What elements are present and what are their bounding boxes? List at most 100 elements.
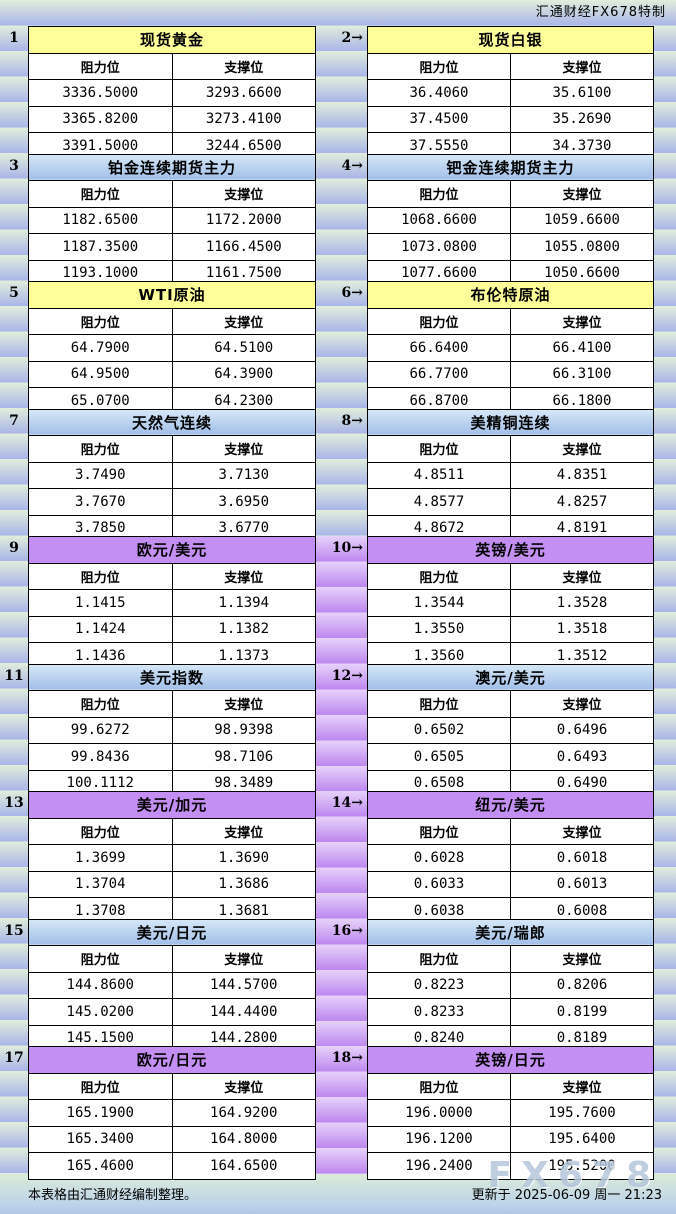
left-index-gutter: 3 xyxy=(0,154,28,282)
level-row-1: 1068.6600 1059.6600 xyxy=(367,206,654,234)
section-number: 14→ xyxy=(331,795,363,811)
resistance-value: 0.8233 xyxy=(367,998,511,1026)
support-value: 3.6950 xyxy=(171,488,316,516)
resistance-value: 196.0000 xyxy=(367,1099,511,1127)
support-header: 支撑位 xyxy=(510,52,654,80)
topbar: 汇通财经FX678特制 xyxy=(0,0,676,26)
level-row-2: 0.6033 0.6013 xyxy=(367,870,654,898)
level-row-2: 99.8436 98.7106 xyxy=(28,743,316,771)
section-number: 1 xyxy=(9,30,19,46)
right-margin xyxy=(654,664,676,792)
panel-title-row: 现货白银 xyxy=(367,26,654,54)
panel-title: 欧元/美元 xyxy=(28,536,316,564)
level-row-2: 1073.0800 1055.0800 xyxy=(367,233,654,261)
instrument-panel: 美元指数 阻力位 支撑位 99.6272 98.9398 99.8436 98.… xyxy=(28,663,316,797)
level-row-2: 37.4500 35.2690 xyxy=(367,105,654,133)
right-margin xyxy=(654,791,676,919)
resistance-value: 4.8511 xyxy=(367,461,511,489)
level-row-3: 165.4600 164.6500 xyxy=(28,1152,316,1180)
support-value: 0.6013 xyxy=(510,870,654,898)
panel-header-row: 阻力位 支撑位 xyxy=(367,307,654,335)
resistance-header: 阻力位 xyxy=(367,52,511,80)
section-number: 7 xyxy=(9,412,19,429)
support-value: 0.6018 xyxy=(510,844,654,872)
section-number: 6→ xyxy=(341,285,363,301)
right-panel-slot: 现货白银 阻力位 支撑位 36.4060 35.6100 37.4500 35.… xyxy=(367,26,654,160)
support-value: 1.1382 xyxy=(171,615,316,643)
instrument-panel: 布伦特原油 阻力位 支撑位 66.6400 66.4100 66.7700 66… xyxy=(367,281,654,415)
right-panel-slot: 纽元/美元 阻力位 支撑位 0.6028 0.6018 0.6033 0.601… xyxy=(367,791,654,925)
support-value: 35.2690 xyxy=(510,105,654,133)
resistance-value: 1.3544 xyxy=(367,589,511,617)
left-panel-slot: 欧元/美元 阻力位 支撑位 1.1415 1.1394 1.1424 1.138… xyxy=(28,536,316,670)
right-panel-slot: 美元/瑞郎 阻力位 支撑位 0.8223 0.8206 0.8233 0.819… xyxy=(367,918,654,1052)
support-header: 支撑位 xyxy=(171,690,316,718)
level-row-1: 1.3544 1.3528 xyxy=(367,589,654,617)
support-header: 支撑位 xyxy=(510,435,654,463)
instrument-panel: 美元/瑞郎 阻力位 支撑位 0.8223 0.8206 0.8233 0.819… xyxy=(367,918,654,1052)
support-header: 支撑位 xyxy=(510,817,654,845)
panel-header-row: 阻力位 支撑位 xyxy=(367,52,654,80)
right-panel-slot: 钯金连续期货主力 阻力位 支撑位 1068.6600 1059.6600 107… xyxy=(367,153,654,287)
right-margin xyxy=(654,919,676,1047)
support-value: 1.3690 xyxy=(171,844,316,872)
support-value: 195.5200 xyxy=(510,1152,654,1180)
panel-title: 美元/日元 xyxy=(28,918,316,946)
support-header: 支撑位 xyxy=(171,945,316,973)
section-number: 15 xyxy=(4,922,24,939)
footer-note: 本表格由汇通财经编制整理。 xyxy=(28,1188,198,1204)
resistance-value: 66.7700 xyxy=(367,360,511,388)
support-value: 35.6100 xyxy=(510,79,654,107)
resistance-header: 阻力位 xyxy=(367,690,511,718)
resistance-value: 1.3704 xyxy=(28,870,173,898)
left-index-gutter: 9 xyxy=(0,536,28,664)
resistance-header: 阻力位 xyxy=(28,945,173,973)
instrument-panel: 美元/加元 阻力位 支撑位 1.3699 1.3690 1.3704 1.368… xyxy=(28,791,316,925)
level-row-2: 0.8233 0.8199 xyxy=(367,998,654,1026)
resistance-value: 1.1424 xyxy=(28,615,173,643)
level-row-1: 3.7490 3.7130 xyxy=(28,461,316,489)
middle-index-gutter: 16→ xyxy=(316,918,367,1046)
section-number: 18→ xyxy=(331,1050,363,1066)
resistance-value: 1182.6500 xyxy=(28,206,173,234)
level-row-1: 1.3699 1.3690 xyxy=(28,844,316,872)
panel-header-row: 阻力位 支撑位 xyxy=(367,1072,654,1100)
support-value: 66.4100 xyxy=(510,334,654,362)
panel-title: 布伦特原油 xyxy=(367,281,654,309)
resistance-value: 196.1200 xyxy=(367,1125,511,1153)
support-header: 支撑位 xyxy=(171,1072,316,1100)
resistance-header: 阻力位 xyxy=(28,817,173,845)
support-value: 4.8257 xyxy=(510,488,654,516)
right-panel-slot: 英镑/日元 阻力位 支撑位 196.0000 195.7600 196.1200… xyxy=(367,1046,654,1180)
section-row: 5 WTI原油 阻力位 支撑位 64.7900 64.5100 64.9500 … xyxy=(0,281,676,415)
instrument-panel: 英镑/日元 阻力位 支撑位 196.0000 195.7600 196.1200… xyxy=(367,1046,654,1180)
resistance-value: 3365.8200 xyxy=(28,105,173,133)
resistance-value: 165.1900 xyxy=(28,1099,173,1127)
left-panel-slot: WTI原油 阻力位 支撑位 64.7900 64.5100 64.9500 64… xyxy=(28,281,316,415)
resistance-value: 0.6505 xyxy=(367,743,511,771)
support-value: 64.3900 xyxy=(171,360,316,388)
support-value: 3293.6600 xyxy=(171,79,316,107)
support-header: 支撑位 xyxy=(510,1072,654,1100)
section-row: 13 美元/加元 阻力位 支撑位 1.3699 1.3690 1.3704 1.… xyxy=(0,791,676,925)
support-value: 0.6493 xyxy=(510,743,654,771)
instrument-panel: 澳元/美元 阻力位 支撑位 0.6502 0.6496 0.6505 0.649… xyxy=(367,663,654,797)
support-value: 164.9200 xyxy=(171,1099,316,1127)
instrument-panel: 现货白银 阻力位 支撑位 36.4060 35.6100 37.4500 35.… xyxy=(367,26,654,160)
level-row-2: 0.6505 0.6493 xyxy=(367,743,654,771)
panel-title-row: 钯金连续期货主力 xyxy=(367,153,654,181)
panel-header-row: 阻力位 支撑位 xyxy=(28,435,316,463)
left-index-gutter: 13 xyxy=(0,791,28,919)
middle-index-gutter: 8→ xyxy=(316,409,367,537)
level-row-2: 66.7700 66.3100 xyxy=(367,360,654,388)
resistance-value: 1187.3500 xyxy=(28,233,173,261)
support-header: 支撑位 xyxy=(510,307,654,335)
brand-caption: 汇通财经FX678特制 xyxy=(535,5,666,20)
instrument-panel: 美元/日元 阻力位 支撑位 144.8600 144.5700 145.0200… xyxy=(28,918,316,1052)
section-number: 16→ xyxy=(331,922,363,939)
resistance-value: 165.3400 xyxy=(28,1125,173,1153)
panel-title-row: 纽元/美元 xyxy=(367,791,654,819)
resistance-value: 36.4060 xyxy=(367,79,511,107)
resistance-value: 3336.5000 xyxy=(28,79,173,107)
resistance-header: 阻力位 xyxy=(367,1072,511,1100)
